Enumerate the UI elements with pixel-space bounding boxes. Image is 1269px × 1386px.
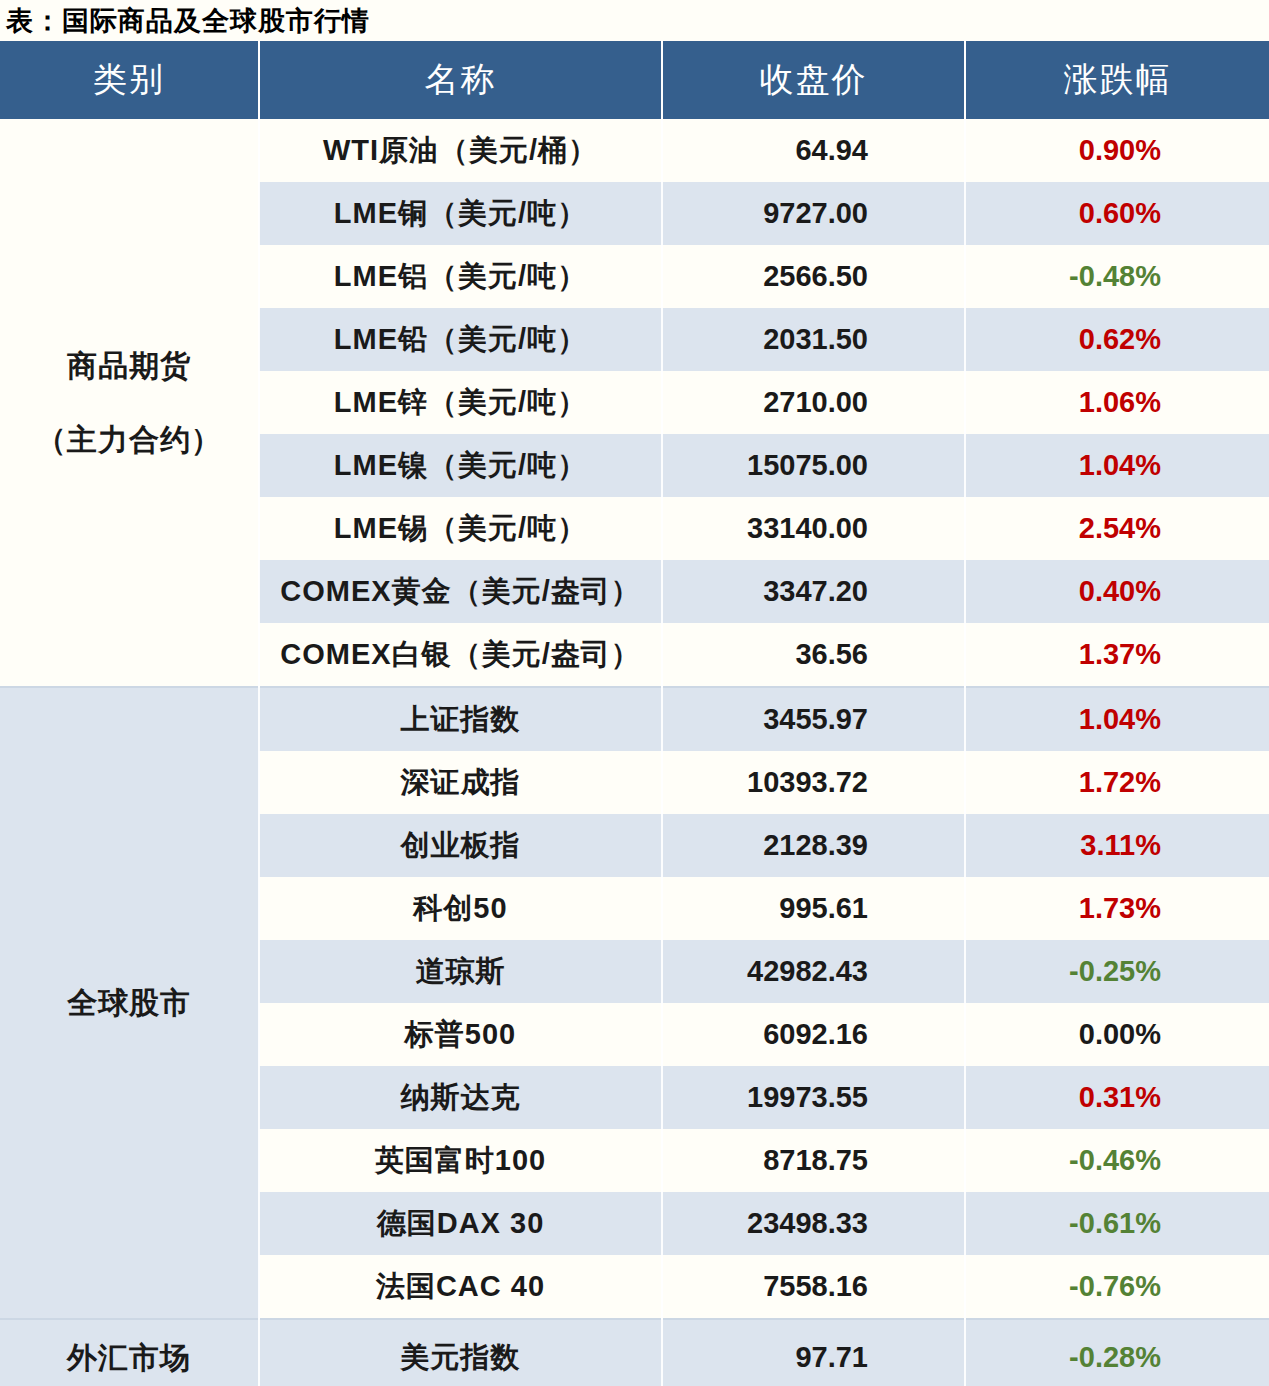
category-cell: 全球股市 [0,687,259,1319]
close-price: 15075.00 [662,434,965,497]
change-percent: -0.61% [965,1192,1269,1255]
category-label-line: 全球股市 [1,966,257,1040]
change-percent: -0.28% [965,1319,1269,1386]
close-price: 8718.75 [662,1129,965,1192]
close-price: 97.71 [662,1319,965,1386]
change-percent: 0.00% [965,1003,1269,1066]
instrument-name: 创业板指 [259,814,662,877]
change-percent: 1.37% [965,623,1269,687]
category-label-line: （主力合约） [1,403,257,477]
change-percent: 0.40% [965,560,1269,623]
category-label-line: 商品期货 [1,329,257,403]
table-row: 商品期货（主力合约）WTI原油（美元/桶）64.940.90% [0,119,1269,182]
close-price: 2710.00 [662,371,965,434]
table-title: 表：国际商品及全球股市行情 [0,0,1269,41]
close-price: 6092.16 [662,1003,965,1066]
change-percent: 1.06% [965,371,1269,434]
change-percent: -0.25% [965,940,1269,1003]
close-price: 36.56 [662,623,965,687]
change-percent: 0.90% [965,119,1269,182]
category-label-line: 外汇市场 [1,1321,257,1386]
change-percent: 0.60% [965,182,1269,245]
close-price: 23498.33 [662,1192,965,1255]
instrument-name: 美元指数 [259,1319,662,1386]
instrument-name: COMEX白银（美元/盎司） [259,623,662,687]
quotes-table: 类别 名称 收盘价 涨跌幅 商品期货（主力合约）WTI原油（美元/桶）64.94… [0,41,1269,1386]
instrument-name: 英国富时100 [259,1129,662,1192]
instrument-name: 标普500 [259,1003,662,1066]
instrument-name: 深证成指 [259,751,662,814]
instrument-name: LME锡（美元/吨） [259,497,662,560]
instrument-name: 科创50 [259,877,662,940]
change-percent: -0.48% [965,245,1269,308]
instrument-name: LME铜（美元/吨） [259,182,662,245]
instrument-name: LME铅（美元/吨） [259,308,662,371]
category-cell: 商品期货（主力合约） [0,119,259,687]
change-percent: 0.62% [965,308,1269,371]
change-percent: -0.46% [965,1129,1269,1192]
close-price: 3347.20 [662,560,965,623]
instrument-name: 纳斯达克 [259,1066,662,1129]
instrument-name: 法国CAC 40 [259,1255,662,1319]
instrument-name: WTI原油（美元/桶） [259,119,662,182]
header-change-pct: 涨跌幅 [965,41,1269,119]
close-price: 995.61 [662,877,965,940]
close-price: 33140.00 [662,497,965,560]
change-percent: 0.31% [965,1066,1269,1129]
change-percent: -0.76% [965,1255,1269,1319]
table-body: 商品期货（主力合约）WTI原油（美元/桶）64.940.90%LME铜（美元/吨… [0,119,1269,1386]
header-row: 类别 名称 收盘价 涨跌幅 [0,41,1269,119]
instrument-name: 道琼斯 [259,940,662,1003]
close-price: 42982.43 [662,940,965,1003]
close-price: 64.94 [662,119,965,182]
instrument-name: 上证指数 [259,687,662,751]
change-percent: 1.04% [965,434,1269,497]
instrument-name: LME铝（美元/吨） [259,245,662,308]
change-percent: 1.04% [965,687,1269,751]
header-category: 类别 [0,41,259,119]
header-close-price: 收盘价 [662,41,965,119]
table-row: 外汇市场美元指数97.71-0.28% [0,1319,1269,1386]
close-price: 19973.55 [662,1066,965,1129]
table-header: 类别 名称 收盘价 涨跌幅 [0,41,1269,119]
change-percent: 2.54% [965,497,1269,560]
close-price: 3455.97 [662,687,965,751]
instrument-name: LME锌（美元/吨） [259,371,662,434]
table-row: 全球股市上证指数3455.971.04% [0,687,1269,751]
change-percent: 1.73% [965,877,1269,940]
instrument-name: 德国DAX 30 [259,1192,662,1255]
close-price: 2128.39 [662,814,965,877]
category-cell: 外汇市场 [0,1319,259,1386]
instrument-name: LME镍（美元/吨） [259,434,662,497]
close-price: 7558.16 [662,1255,965,1319]
change-percent: 3.11% [965,814,1269,877]
instrument-name: COMEX黄金（美元/盎司） [259,560,662,623]
close-price: 9727.00 [662,182,965,245]
change-percent: 1.72% [965,751,1269,814]
market-quotes-page: 表：国际商品及全球股市行情 类别 名称 收盘价 涨跌幅 商品期货（主力合约）WT… [0,0,1269,1386]
close-price: 2566.50 [662,245,965,308]
close-price: 10393.72 [662,751,965,814]
close-price: 2031.50 [662,308,965,371]
header-name: 名称 [259,41,662,119]
